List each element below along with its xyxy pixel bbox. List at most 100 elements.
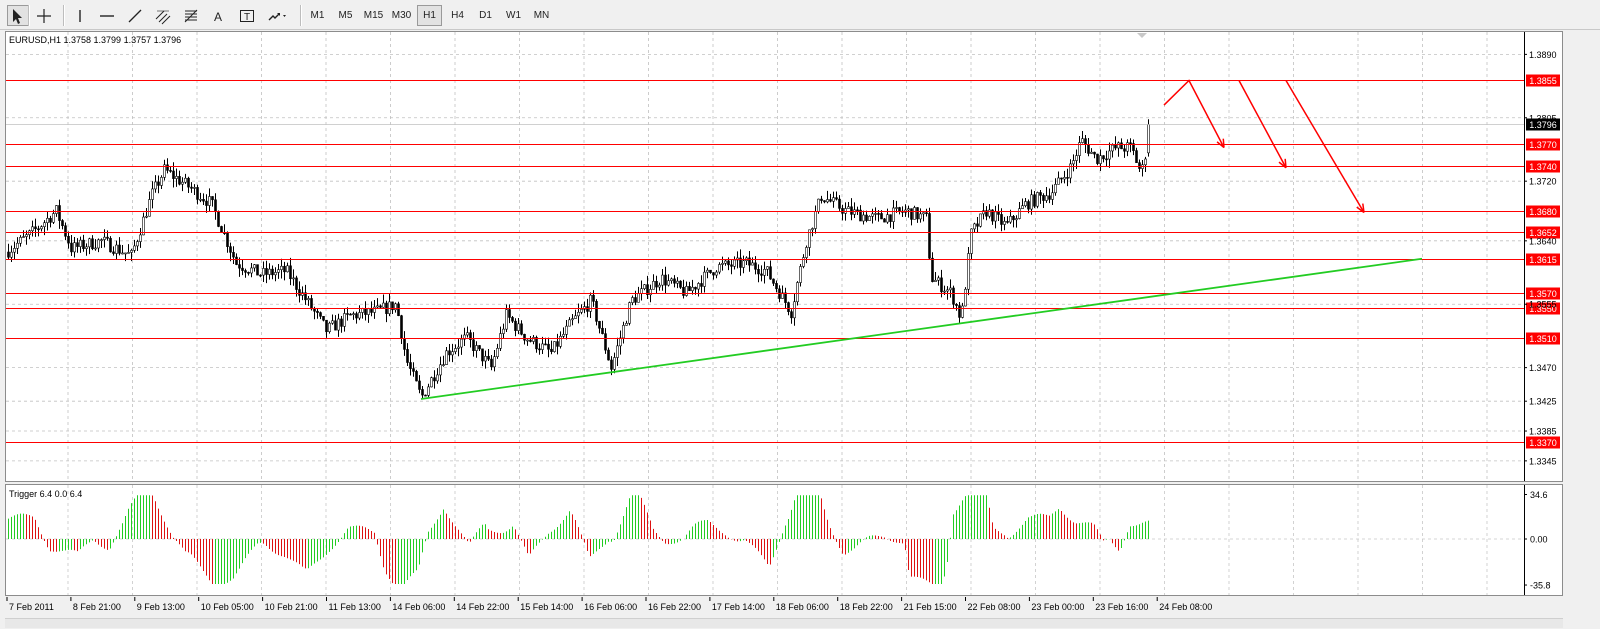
- candle-body: [382, 302, 385, 308]
- vertical-line-tool-button[interactable]: [70, 5, 92, 26]
- candle-body: [964, 288, 967, 307]
- candle-body: [499, 333, 502, 349]
- toolbar-separator: [63, 5, 65, 26]
- timeframe-h4-button[interactable]: H4: [445, 5, 470, 26]
- candle-body: [406, 349, 409, 363]
- candle-body: [1057, 177, 1060, 185]
- candle-body: [391, 301, 394, 311]
- candle-body: [886, 214, 889, 223]
- candle-body: [439, 364, 442, 376]
- time-tick-label: 10 Feb 05:00: [201, 602, 254, 612]
- candle-body: [358, 312, 361, 319]
- level-price-label: 1.3615: [1529, 255, 1557, 265]
- text-tool-button[interactable]: A: [209, 5, 231, 26]
- candle-body: [148, 199, 151, 217]
- timeframe-w1-button[interactable]: W1: [501, 5, 526, 26]
- candle-body: [1018, 208, 1021, 219]
- candle-body: [742, 260, 745, 268]
- candle-body: [205, 200, 208, 206]
- candle-body: [1066, 177, 1069, 179]
- timeframe-mn-button[interactable]: MN: [529, 5, 554, 26]
- arrow-head-icon: [1356, 203, 1365, 214]
- candle-body: [811, 228, 814, 231]
- timeframe-h1-button[interactable]: H1: [417, 5, 442, 26]
- horizontal-line-tool-button[interactable]: [97, 5, 119, 26]
- forecast-arrow[interactable]: [1285, 80, 1365, 214]
- candle-body: [865, 214, 868, 221]
- cursor-icon: [13, 8, 22, 24]
- candle-body: [856, 209, 859, 212]
- arrows-tool-button[interactable]: [265, 5, 295, 26]
- candle-body: [655, 281, 658, 288]
- candle-body: [595, 301, 598, 322]
- candle-body: [1003, 221, 1006, 225]
- timeframe-m15-button[interactable]: M15: [361, 5, 386, 26]
- candle-body: [619, 337, 622, 347]
- price-tick-label: 1.3425: [1529, 397, 1557, 407]
- horizontal-scrollbar[interactable]: [5, 618, 1563, 628]
- forecast-arrow[interactable]: [1163, 79, 1225, 149]
- toolbar-separator: [28, 5, 30, 26]
- candle-body: [937, 277, 940, 281]
- svg-text:T: T: [244, 12, 250, 23]
- candle-body: [226, 232, 229, 247]
- trendline-tool-button[interactable]: [125, 5, 147, 26]
- candle-body: [475, 345, 478, 351]
- time-tick-label: 23 Feb 00:00: [1031, 602, 1084, 612]
- indicator-scale-label: 0.00: [1530, 535, 1548, 545]
- shift-marker-icon[interactable]: [1137, 33, 1147, 38]
- candle-body: [445, 350, 448, 365]
- text-label-tool-button[interactable]: T: [237, 5, 259, 26]
- level-price-label: 1.3680: [1529, 207, 1557, 217]
- equidistant-channel-tool-button[interactable]: [153, 5, 175, 26]
- current-price-label: 1.3796: [1529, 120, 1557, 130]
- candle-body: [262, 268, 265, 276]
- timeframe-label: W1: [506, 10, 521, 21]
- candle-body: [478, 345, 481, 350]
- forecast-arrow[interactable]: [1238, 80, 1287, 169]
- level-price-label: 1.3550: [1529, 304, 1557, 314]
- cursor-tool-button[interactable]: [7, 5, 29, 26]
- timeframe-m1-button[interactable]: M1: [305, 5, 330, 26]
- candle-body: [40, 226, 43, 230]
- candle-body: [208, 196, 211, 206]
- candle-body: [466, 332, 469, 336]
- time-tick-label: 21 Feb 15:00: [904, 602, 957, 612]
- candle-body: [211, 196, 214, 201]
- candle-body: [235, 256, 238, 265]
- time-axis-svg: 7 Feb 2011 8 Feb 21:00 9 Feb 13:00 10 Feb 0…: [6, 597, 1212, 612]
- indicator-pane[interactable]: 34.6 0.00 -35.8 Trigger 6.4 0.0 6.4: [5, 484, 1563, 596]
- candle-body: [31, 226, 34, 232]
- candle-body: [523, 333, 526, 341]
- candle-body: [802, 257, 805, 267]
- time-tick-label: 24 Feb 08:00: [1159, 602, 1212, 612]
- fibonacci-retracement-tool-button[interactable]: [181, 5, 203, 26]
- candle-body: [151, 188, 154, 200]
- crosshair-tool-button[interactable]: [34, 5, 56, 26]
- candle-body: [196, 187, 199, 200]
- trendline[interactable]: [420, 257, 1423, 400]
- candle-body: [112, 251, 115, 254]
- text-label-icon: T: [240, 9, 254, 23]
- candle-body: [1030, 194, 1033, 210]
- candle-body: [997, 211, 1000, 215]
- candle-body: [367, 308, 370, 315]
- candle-body: [202, 199, 205, 202]
- candle-body: [688, 286, 691, 292]
- candle-body: [259, 274, 262, 277]
- price-chart-pane[interactable]: 1.3855 1.3770 1.3740 1.3680 1.3652 1.3615 1.35…: [5, 31, 1563, 482]
- candle-body: [649, 289, 652, 296]
- candle-body: [247, 272, 250, 274]
- candle-body: [16, 242, 19, 249]
- candle-body: [76, 242, 79, 247]
- candle-body: [982, 210, 985, 215]
- price-tick-label: 1.3470: [1529, 363, 1557, 373]
- candle-body: [184, 177, 187, 183]
- candle-body: [97, 239, 100, 249]
- timeframe-d1-button[interactable]: D1: [473, 5, 498, 26]
- timeframe-m30-button[interactable]: M30: [389, 5, 414, 26]
- timeframe-m5-button[interactable]: M5: [333, 5, 358, 26]
- candle-body: [1114, 144, 1117, 149]
- time-tick-label: 18 Feb 06:00: [776, 602, 829, 612]
- candle-body: [730, 264, 733, 267]
